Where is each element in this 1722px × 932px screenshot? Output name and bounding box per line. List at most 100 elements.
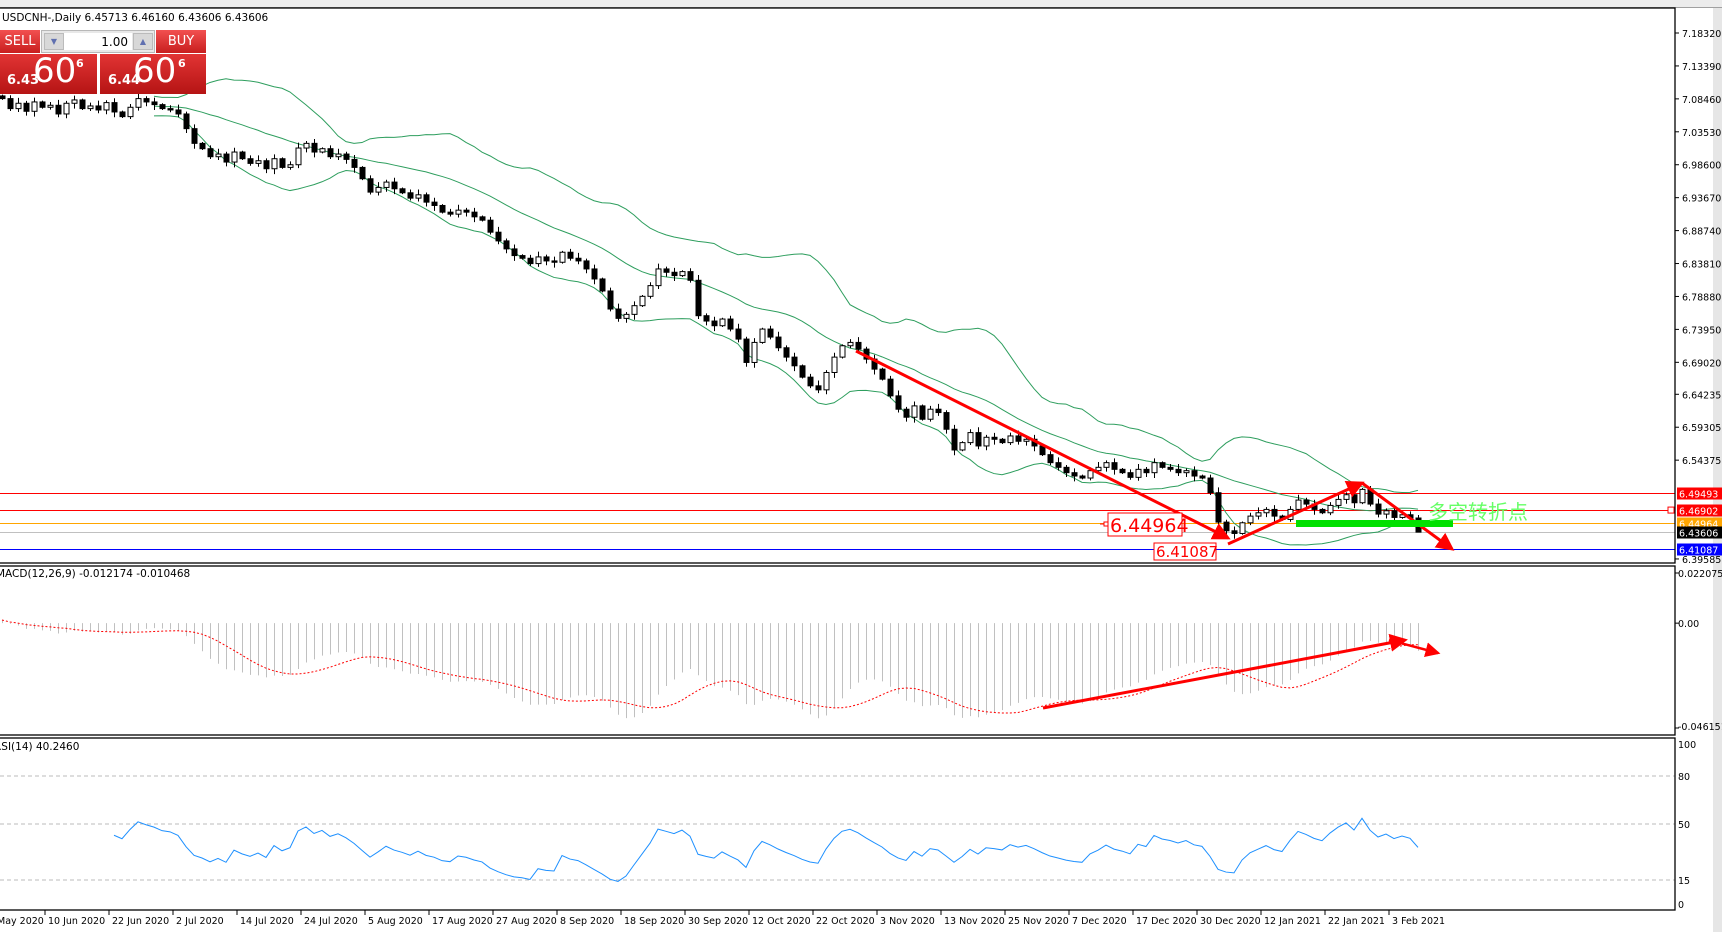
- candle: [199, 142, 206, 151]
- candle: [1255, 507, 1262, 520]
- candle-body: [1335, 498, 1342, 506]
- trend-arrow: [1227, 481, 1365, 546]
- candle-body: [999, 438, 1006, 444]
- candle-body: [127, 106, 134, 118]
- candle-body: [63, 102, 70, 115]
- candle-body: [287, 164, 294, 168]
- candle: [1175, 463, 1182, 477]
- candle-body: [847, 341, 854, 347]
- date-tick-label: 17 Aug 2020: [432, 916, 493, 927]
- macd-panel: [0, 565, 1676, 736]
- price-label-box: [1153, 542, 1217, 561]
- buy-button[interactable]: BUY: [156, 30, 206, 53]
- candle: [935, 403, 942, 416]
- turning-point-text: 多空转折点: [1428, 500, 1528, 524]
- date-tick-label: 3 Nov 2020: [880, 916, 935, 927]
- candle: [1191, 466, 1198, 482]
- candle: [287, 161, 294, 170]
- candle-body: [1391, 510, 1398, 518]
- price-tick-label: 6.83810: [1682, 260, 1721, 271]
- candle: [295, 142, 302, 169]
- candle: [143, 96, 150, 107]
- candle-body: [935, 408, 942, 414]
- candle: [159, 103, 166, 110]
- candle-body: [607, 290, 614, 310]
- candle: [303, 141, 310, 153]
- buy-price-button[interactable]: 6.44 60 6: [100, 51, 206, 94]
- candle: [223, 151, 230, 167]
- candle-body: [271, 158, 278, 170]
- candle-body: [1167, 466, 1174, 470]
- candle: [463, 207, 470, 217]
- candle-body: [1319, 508, 1326, 514]
- candle: [95, 100, 102, 114]
- candle: [343, 151, 350, 164]
- candle-body: [7, 98, 14, 110]
- candle-body: [599, 278, 606, 292]
- candle: [679, 270, 686, 277]
- macd-trend-arrow: [1388, 638, 1441, 658]
- candle: [311, 139, 318, 158]
- candle-body: [231, 151, 238, 163]
- candle-body: [391, 181, 398, 190]
- candle-body: [383, 181, 390, 188]
- candle: [319, 147, 326, 154]
- candle-body: [1351, 494, 1358, 504]
- candle-body: [1079, 475, 1086, 479]
- candle-body: [1087, 470, 1094, 479]
- trend-arrow: [1361, 481, 1455, 551]
- lot-size-input[interactable]: [64, 33, 132, 50]
- lot-increase-button[interactable]: ▲: [133, 33, 153, 50]
- price-tick-label: 6.64235: [1682, 390, 1721, 401]
- candle: [743, 336, 750, 367]
- candle: [1215, 487, 1222, 526]
- candle: [1207, 474, 1214, 496]
- candle: [1271, 505, 1278, 522]
- candle-body: [567, 251, 574, 259]
- rsi-tick-label: 15: [1678, 876, 1690, 887]
- candle: [127, 103, 134, 119]
- date-tick-label: 22 Jun 2020: [112, 916, 169, 927]
- candle-body: [1175, 468, 1182, 474]
- candle: [927, 405, 934, 422]
- candle: [455, 204, 462, 218]
- candle: [671, 267, 678, 281]
- candle: [1231, 526, 1238, 539]
- lot-decrease-button[interactable]: ▼: [44, 33, 64, 50]
- macd-tick-label: 0.022075: [1678, 569, 1722, 580]
- candle-body: [519, 255, 526, 259]
- price-tick-label: 7.08460: [1682, 95, 1721, 106]
- candle-body: [423, 194, 430, 203]
- candle: [1183, 468, 1190, 478]
- candle-body: [39, 101, 46, 108]
- candle-body: [143, 98, 150, 103]
- candle: [263, 158, 270, 174]
- candle-body: [1239, 522, 1246, 534]
- date-tick-label: 22 Oct 2020: [816, 916, 875, 927]
- candle-body: [679, 271, 686, 277]
- sell-price-button[interactable]: 6.43 60 6: [0, 51, 97, 94]
- candle-body: [839, 345, 846, 358]
- candle: [1111, 458, 1118, 475]
- chart-title: USDCNH-,Daily 6.45713 6.46160 6.43606 6.…: [2, 12, 269, 24]
- candle: [895, 390, 902, 413]
- sell-button[interactable]: SELL: [0, 30, 40, 53]
- candle-body: [1191, 470, 1198, 477]
- candle: [1071, 468, 1078, 482]
- candle-body: [727, 318, 734, 330]
- price-label-high: 6.44964: [1110, 515, 1189, 537]
- candle: [599, 277, 606, 293]
- candle: [495, 226, 502, 245]
- candle-body: [239, 151, 246, 160]
- candle: [255, 155, 262, 167]
- candle-body: [79, 99, 86, 110]
- candle: [1239, 521, 1246, 535]
- candle-body: [431, 201, 438, 206]
- candle: [31, 97, 38, 117]
- candle: [903, 406, 910, 422]
- candle-body: [23, 102, 30, 112]
- candle: [791, 352, 798, 372]
- price-tick-label: 6.54375: [1682, 456, 1721, 467]
- candle: [759, 327, 766, 344]
